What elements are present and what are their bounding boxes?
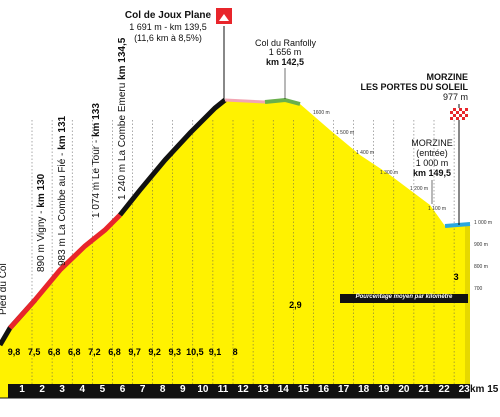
gradient-value-3: 6,8 — [47, 347, 61, 357]
km-marker-11: 11 — [217, 384, 229, 395]
finish-alt: 977 m — [442, 92, 468, 102]
km-marker-12: 12 — [237, 384, 249, 395]
km-marker-13: 13 — [257, 384, 269, 395]
km-marker-18: 18 — [358, 384, 370, 395]
alt-tick-1400: 1 400 m — [356, 150, 375, 156]
gradient-value-8: 9,2 — [148, 347, 161, 357]
alt-tick-1100: 1 100 m — [428, 206, 447, 212]
caption-band — [340, 294, 468, 303]
km-marker-6: 6 — [119, 384, 126, 395]
ranfolly-km: km 142,5 — [265, 57, 305, 67]
km-marker-16: 16 — [317, 384, 330, 395]
km-marker-20: 20 — [398, 384, 410, 395]
waypoint-4: 1 240 m La Combe Emeru km 134,5 — [117, 37, 128, 200]
alt-tick-1500: 1 500 m — [336, 130, 355, 136]
gradient-value-1: 9,8 — [7, 347, 21, 357]
gradient-value-10: 10,5 — [186, 347, 204, 357]
km-marker-10: 10 — [197, 384, 209, 395]
road-green — [264, 97, 301, 106]
profile-fill — [0, 100, 470, 398]
road-red — [8, 213, 122, 330]
gradient-value-4: 6,8 — [68, 347, 81, 357]
km-marker-7: 7 — [139, 384, 146, 395]
gradient-value-11: 9,1 — [208, 347, 222, 357]
gradient-value-5: 7,2 — [88, 347, 101, 357]
mountain-flag-peak — [219, 14, 229, 21]
ranfolly-name: Col du Ranfolly — [255, 38, 317, 48]
finish-checkers — [450, 108, 468, 120]
gradient-caption: Pourcentage moyen par kilomètre — [355, 294, 453, 300]
alt-tick-1300: 1 300 m — [380, 170, 399, 176]
alt-tick-1000: 1 000 m — [474, 220, 493, 226]
road-black-upper — [118, 98, 227, 217]
alt-tick-1200: 1 200 m — [410, 186, 429, 192]
alt-tick-700: 700 — [474, 286, 483, 292]
alt-tick-900: 900 m — [474, 242, 488, 248]
km-marker-19: 19 — [378, 384, 390, 395]
joux-plane-name: Col de Joux Plane — [124, 10, 212, 21]
entree-name1: MORZINE — [411, 138, 453, 148]
alt-tick-800: 800 m — [474, 264, 488, 270]
km-marker-17: 17 — [338, 384, 350, 395]
alt-tick-1600: 1600 m — [313, 110, 330, 116]
finish-name1: MORZINE — [426, 72, 469, 82]
entree-alt: 1 000 m — [415, 158, 449, 168]
entree-name2: (entrée) — [416, 148, 448, 158]
km-marker-2: 2 — [39, 384, 45, 395]
waypoint-2: 983 m La Combe au Fié - km 131 — [57, 115, 68, 266]
ranfolly-alt: 1 656 m — [268, 47, 302, 57]
km-marker-9: 9 — [180, 384, 186, 395]
profile-side — [465, 222, 470, 398]
joux-plane-line2: (11,6 km à 8,5%) — [134, 33, 202, 43]
gradient-value-23: 3 — [453, 272, 459, 282]
gradient-value-2: 7,5 — [27, 347, 41, 357]
km-marker-3: 3 — [59, 384, 65, 395]
km-marker-23: 23 — [458, 384, 470, 395]
gradient-band — [0, 337, 470, 379]
finish-name2: LES PORTES DU SOLEIL — [360, 82, 468, 92]
km-marker-15: 15 — [297, 384, 309, 395]
gradient-value-12: 8 — [232, 347, 238, 357]
km-marker-4: 4 — [79, 384, 86, 395]
km-marker-1: 1 — [19, 384, 25, 395]
joux-plane-line1: 1 691 m - km 139,5 — [129, 22, 207, 32]
road-pink-summit — [224, 98, 266, 104]
gradient-value-7: 9,7 — [128, 347, 141, 357]
waypoint-3: 1 074 m Le Tour - km 133 — [91, 103, 102, 218]
km-total: km 15 — [470, 384, 499, 395]
gradient-value-15: 2,9 — [289, 300, 302, 310]
gradient-value-9: 9,3 — [168, 347, 182, 357]
waypoint-1: 890 m Vigny - km 130 — [36, 173, 47, 272]
gradient-value-6: 6,8 — [108, 347, 121, 357]
km-marker-21: 21 — [418, 384, 430, 395]
km-marker-8: 8 — [159, 384, 166, 395]
km-marker-22: 22 — [438, 384, 450, 395]
km-band — [8, 384, 470, 398]
km-marker-5: 5 — [99, 384, 106, 395]
km-marker-14: 14 — [277, 384, 289, 395]
waypoint-0: Pied du Col — [0, 263, 9, 315]
road-blue — [444, 222, 471, 228]
entree-km: km 149,5 — [412, 168, 452, 178]
